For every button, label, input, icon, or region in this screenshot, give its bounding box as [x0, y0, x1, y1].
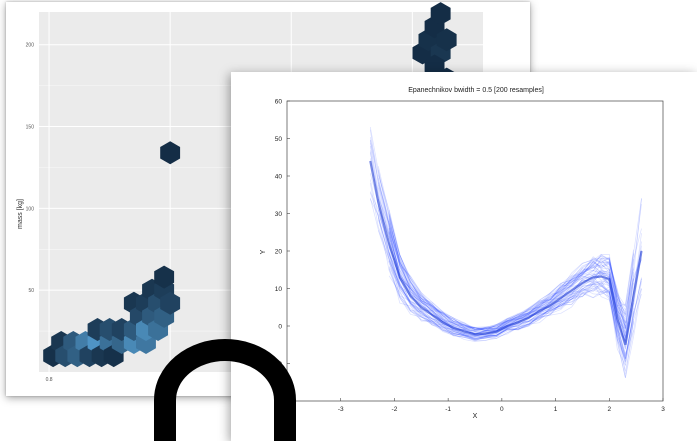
- resample-curve: [388, 268, 642, 362]
- mean-curve: [369, 160, 643, 346]
- resample-curve: [388, 220, 642, 334]
- y-tick-label: 100: [26, 206, 35, 212]
- y-tick-label: 50: [275, 136, 283, 143]
- hex-cell: [154, 265, 175, 289]
- x-tick-label: 0: [500, 406, 504, 413]
- resample-curve: [369, 199, 642, 378]
- resample-curve: [369, 197, 634, 363]
- resample-curve: [369, 129, 634, 330]
- resample-curve: [388, 198, 642, 330]
- resample-curve: [388, 210, 626, 331]
- resample-curve: [388, 219, 626, 329]
- resample-curve: [369, 192, 626, 356]
- resample-curve: [377, 230, 642, 363]
- resample-curve: [388, 213, 634, 331]
- resample-curve: [369, 137, 634, 331]
- hex-cell: [430, 2, 451, 26]
- resample-curve: [369, 127, 634, 328]
- y-axis-label: Y: [260, 249, 267, 254]
- x-tick-label: 1: [554, 406, 558, 413]
- resample-curve: [369, 152, 642, 335]
- resample-curve: [377, 187, 634, 340]
- plot-area: [286, 100, 664, 402]
- resample-curve: [377, 199, 626, 331]
- x-tick-label: 2: [607, 406, 611, 413]
- resample-curve: [377, 174, 642, 331]
- hex-cell: [424, 54, 445, 78]
- y-tick-label: 30: [275, 211, 283, 218]
- resample-curve: [388, 275, 642, 372]
- resample-curve: [388, 227, 626, 335]
- resample-curve: [377, 185, 642, 334]
- y-axis-label: mass [kg]: [17, 199, 24, 229]
- resample-curve: [388, 260, 634, 367]
- resample-curve: [388, 223, 626, 341]
- resample-curve: [377, 198, 626, 338]
- y-tick-label: 0: [278, 324, 282, 331]
- resample-curve: [369, 179, 626, 366]
- y-axis-ticks: 50 100 150 200: [26, 43, 35, 294]
- x-tick-label: -3: [338, 406, 344, 413]
- logo-arc-graphic: [154, 339, 296, 441]
- x-axis-ticks: 0.8: [46, 377, 53, 383]
- resample-curve: [377, 217, 634, 359]
- resample-curve: [369, 142, 626, 333]
- resample-curve: [369, 140, 642, 331]
- resample-curve: [388, 229, 634, 331]
- x-tick-label: 0.8: [46, 377, 53, 383]
- resample-curve: [377, 177, 626, 331]
- resample-curve: [377, 182, 626, 330]
- resample-curve: [388, 215, 634, 332]
- resample-curve: [369, 191, 626, 375]
- y-tick-label: 40: [275, 174, 283, 181]
- resample-curve: [369, 139, 626, 330]
- resample-curve: [377, 166, 626, 329]
- x-tick-label: 3: [661, 406, 665, 413]
- resample-curve: [388, 227, 626, 330]
- resample-curve: [388, 217, 634, 329]
- y-tick-label: 50: [28, 288, 34, 294]
- x-tick-label: -1: [445, 406, 451, 413]
- resample-curve: [369, 183, 626, 360]
- resample-curve: [388, 267, 634, 359]
- resample-curve: [388, 231, 626, 332]
- resample-curve: [377, 169, 634, 332]
- y-tick-label: 20: [275, 249, 283, 256]
- mean-line: [369, 160, 643, 346]
- y-tick-label: 60: [275, 99, 283, 106]
- resample-curve: [388, 251, 626, 354]
- hex-cell: [160, 291, 181, 315]
- resample-chart-card: Epanechnikov bwidth = 0.5 [200 resamples…: [231, 72, 697, 441]
- hex-cell: [436, 28, 457, 52]
- resample-curve: [388, 266, 642, 358]
- y-tick-label: 150: [26, 125, 35, 131]
- x-axis-label: X: [473, 413, 478, 420]
- resample-curve: [369, 150, 634, 339]
- x-tick-label: -2: [392, 406, 398, 413]
- chart-title: Epanechnikov bwidth = 0.5 [200 resamples…: [408, 87, 544, 94]
- y-tick-label: 10: [275, 286, 283, 293]
- hex-cell: [160, 141, 181, 165]
- resample-line-chart: Epanechnikov bwidth = 0.5 [200 resamples…: [260, 87, 665, 420]
- resample-curve: [388, 260, 634, 356]
- resample-curve: [377, 219, 642, 378]
- y-tick-label: 200: [26, 43, 35, 49]
